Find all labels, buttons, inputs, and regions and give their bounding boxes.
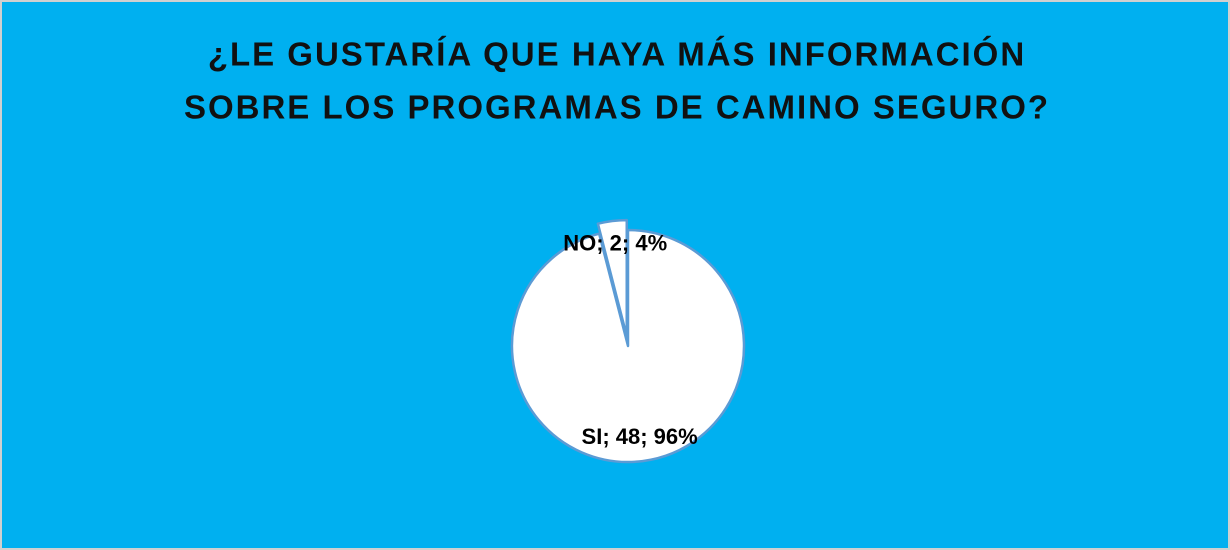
pie-slice (596, 218, 628, 338)
chart-title: ¿LE GUSTARÍA QUE HAYA MÁS INFORMACIÓN (208, 36, 1026, 73)
data-label: NO; 2; 4% (563, 231, 667, 256)
chart-title: SOBRE LOS PROGRAMAS DE CAMINO SEGURO? (184, 89, 1050, 126)
pie-slice (510, 228, 746, 464)
data-label: SI; 48; 96% (582, 424, 698, 449)
